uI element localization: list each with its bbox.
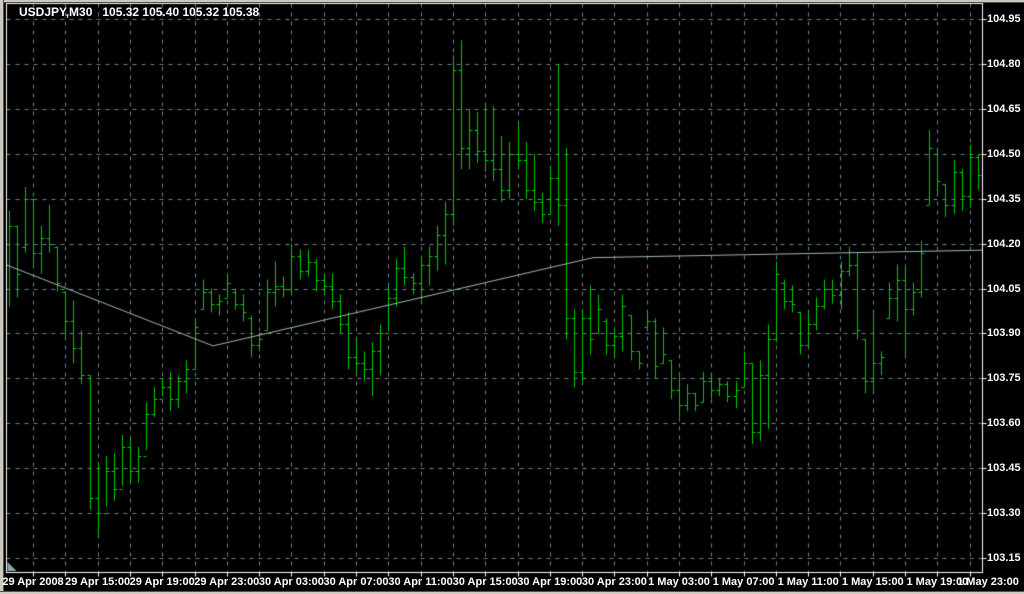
time-axis-label: 30 Apr 23:00 [581,576,647,588]
time-axis-label: 30 Apr 11:00 [388,576,453,588]
price-axis-label: 104.95 [987,13,1021,26]
time-axis-label: 1 May 15:00 [841,576,904,588]
price-axis-label: 104.50 [987,148,1021,160]
time-axis-label: 29 Apr 19:00 [129,576,195,588]
time-axis-label: 29 Apr 23:00 [194,576,260,588]
time-axis-label: 29 Apr 2008 [2,576,64,588]
price-axis-label: 104.65 [987,103,1021,116]
time-axis-label: 30 Apr 15:00 [452,576,518,588]
window-border-top [0,0,1024,2]
price-axis-label: 104.35 [987,192,1021,205]
window-border-top-seam [0,2,1024,3]
chart-title-ohlc: 105.32 105.40 105.32 105.38 [102,5,260,19]
time-axis-label: 1 May 11:00 [777,576,839,588]
time-axis-label: 29 Apr 15:00 [65,576,131,588]
chart-title: USDJPY,M30 105.32 105.40 105.32 105.38 [19,5,259,19]
price-axis-label: 103.15 [987,551,1021,564]
time-axis-label: 1 May 03:00 [648,576,710,588]
chart-symbol-period: USDJPY,M30 [19,5,93,19]
window-border-bottom-seam [0,591,1024,592]
time-axis-label: 30 Apr 19:00 [517,576,583,588]
window-border-left-seam [3,0,4,594]
price-axis-label: 103.90 [987,327,1021,340]
window-border-left [0,0,3,594]
price-axis-label: 104.20 [987,237,1021,250]
price-axis-label: 104.80 [987,58,1021,71]
time-axis-label: 1 May 19:00 [906,576,969,588]
price-axis-label: 103.75 [987,372,1021,385]
time-axis-label: 30 Apr 03:00 [258,576,324,588]
price-axis-label: 104.05 [987,282,1021,295]
price-axis-label: 103.30 [987,506,1021,519]
time-axis-label: 1 May 23:00 [957,576,1019,588]
price-axis-label: 103.45 [987,461,1021,474]
window-border-bottom [0,592,1024,594]
time-axis-label: 1 May 07:00 [712,576,775,588]
time-axis-label: 30 Apr 07:00 [323,576,389,588]
price-axis-label: 103.60 [987,417,1021,430]
